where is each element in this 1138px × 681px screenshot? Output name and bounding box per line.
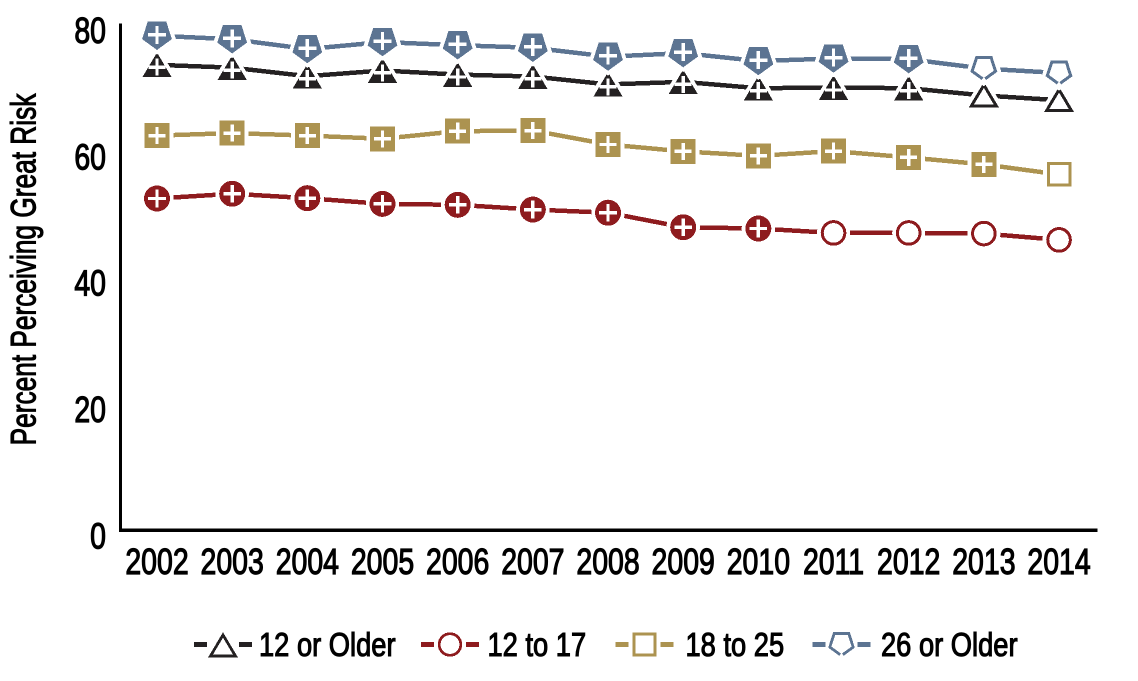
svg-text:2012: 2012	[877, 541, 940, 582]
svg-text:12 to 17: 12 to 17	[488, 626, 587, 663]
svg-text:2010: 2010	[727, 541, 790, 582]
svg-text:20: 20	[74, 388, 106, 429]
svg-text:60: 60	[74, 136, 106, 177]
svg-text:Percent Perceiving Great Risk: Percent Perceiving Great Risk	[4, 93, 44, 445]
svg-text:40: 40	[74, 262, 106, 303]
svg-text:2009: 2009	[652, 541, 715, 582]
svg-text:2014: 2014	[1027, 541, 1090, 582]
svg-text:18 to 25: 18 to 25	[686, 626, 785, 663]
svg-text:2002: 2002	[125, 541, 188, 582]
svg-text:2005: 2005	[351, 541, 414, 582]
svg-text:2013: 2013	[952, 541, 1015, 582]
svg-text:26 or Older: 26 or Older	[881, 626, 1018, 663]
svg-text:2007: 2007	[501, 541, 564, 582]
svg-text:80: 80	[74, 9, 106, 50]
svg-text:2008: 2008	[576, 541, 639, 582]
svg-text:2004: 2004	[276, 541, 339, 582]
svg-text:2003: 2003	[201, 541, 264, 582]
svg-text:12 or Older: 12 or Older	[259, 626, 396, 663]
svg-text:0: 0	[90, 515, 106, 556]
svg-text:2011: 2011	[803, 541, 864, 582]
svg-text:2006: 2006	[426, 541, 489, 582]
